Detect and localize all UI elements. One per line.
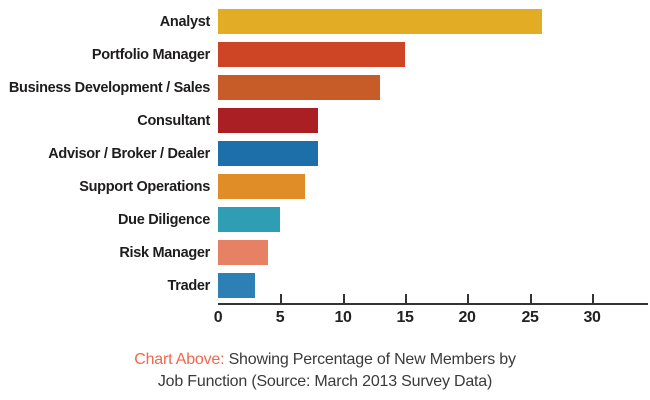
chart-row: Advisor / Broker / Dealer bbox=[0, 137, 650, 170]
x-axis-tick-label: 30 bbox=[583, 309, 601, 326]
category-label: Consultant bbox=[137, 112, 210, 129]
x-axis-tick-label: 25 bbox=[521, 309, 539, 326]
bar bbox=[218, 108, 318, 133]
chart-caption: Chart Above: Showing Percentage of New M… bbox=[0, 349, 650, 393]
x-axis-line bbox=[218, 303, 648, 305]
x-axis-tick-label: 15 bbox=[396, 309, 414, 326]
chart-row: Consultant bbox=[0, 104, 650, 137]
category-label: Risk Manager bbox=[119, 244, 210, 261]
x-axis-tick bbox=[592, 294, 594, 305]
caption-line-1: Chart Above: Showing Percentage of New M… bbox=[0, 349, 650, 371]
chart-row: Trader bbox=[0, 269, 650, 302]
x-axis-tick-label: 10 bbox=[334, 309, 352, 326]
bar bbox=[218, 141, 318, 166]
caption-line-2: Job Function (Source: March 2013 Survey … bbox=[157, 373, 493, 390]
bar bbox=[218, 240, 268, 265]
chart-rows: Analyst Portfolio Manager Business Develop… bbox=[0, 5, 650, 302]
x-axis-tick bbox=[343, 294, 345, 305]
bar-chart: Analyst Portfolio Manager Business Develop… bbox=[0, 0, 650, 345]
caption-line1-text: Showing Percentage of New Members by bbox=[224, 351, 516, 368]
category-label: Portfolio Manager bbox=[91, 46, 210, 63]
chart-row: Business Development / Sales bbox=[0, 71, 650, 104]
category-label: Business Development / Sales bbox=[8, 79, 210, 96]
category-label: Analyst bbox=[159, 13, 211, 30]
chart-row: Analyst bbox=[0, 5, 650, 38]
category-label: Support Operations bbox=[79, 178, 210, 195]
bar bbox=[218, 42, 405, 67]
chart-row: Risk Manager bbox=[0, 236, 650, 269]
x-axis-tick bbox=[280, 294, 282, 305]
x-axis-tick bbox=[405, 294, 407, 305]
category-label: Due Diligence bbox=[118, 211, 210, 228]
bar bbox=[218, 273, 255, 298]
chart-row: Support Operations bbox=[0, 170, 650, 203]
chart-row: Portfolio Manager bbox=[0, 38, 650, 71]
chart-row: Due Diligence bbox=[0, 203, 650, 236]
x-axis-tick-label: 20 bbox=[458, 309, 476, 326]
x-axis-tick bbox=[530, 294, 532, 305]
category-label: Advisor / Broker / Dealer bbox=[48, 145, 210, 162]
bar bbox=[218, 9, 542, 34]
bar bbox=[218, 207, 280, 232]
bar bbox=[218, 75, 380, 100]
caption-prefix: Chart Above: bbox=[134, 351, 225, 368]
x-axis-tick bbox=[467, 294, 469, 305]
x-axis-tick-label: 0 bbox=[213, 309, 223, 326]
x-axis: 0 5 10 15 20 25 30 bbox=[214, 0, 650, 345]
bar bbox=[218, 174, 305, 199]
category-label: Trader bbox=[167, 277, 210, 294]
x-axis-tick-label: 5 bbox=[275, 309, 285, 326]
